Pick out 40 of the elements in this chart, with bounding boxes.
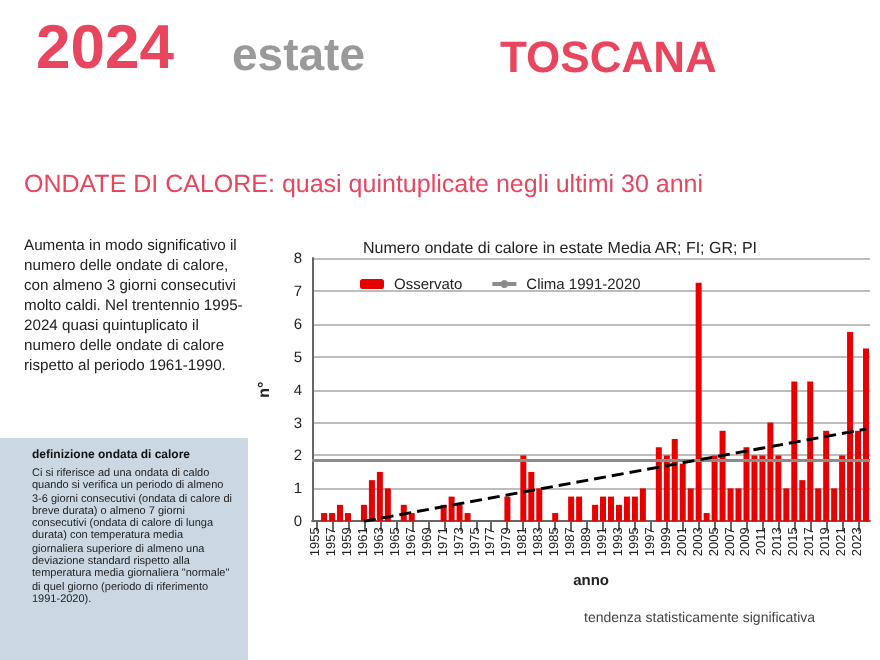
bar (321, 513, 328, 522)
bar (592, 504, 599, 522)
bar (520, 455, 527, 522)
bar (639, 488, 646, 522)
bar (456, 504, 463, 522)
bar (791, 381, 798, 522)
text: 2024 (36, 12, 174, 84)
bar (368, 480, 375, 522)
bar (623, 496, 630, 522)
y-axis-title: n° (255, 381, 273, 398)
chart-title: Numero ondate di calore in estate Media AR; FI; GR; PI (363, 239, 757, 257)
bar (376, 471, 383, 522)
bar (719, 430, 726, 522)
bar (600, 496, 607, 522)
bar (751, 455, 758, 522)
bar (807, 381, 814, 522)
bar (863, 348, 870, 522)
bar (504, 496, 511, 522)
bar (695, 282, 702, 522)
text: TOSCANA (500, 32, 717, 84)
bar (448, 496, 455, 522)
text: ONDATE DI CALORE: quasi quintuplicate negli ultimi 30 anni (24, 170, 704, 198)
bar (743, 447, 750, 522)
bar (631, 496, 638, 522)
bar (655, 447, 662, 522)
bar (615, 504, 622, 522)
bar (767, 422, 774, 522)
bar (337, 504, 344, 522)
bar (823, 430, 830, 522)
text: estate (232, 28, 365, 82)
bar (847, 332, 854, 522)
bar (607, 496, 614, 522)
bar (329, 513, 336, 522)
bar (408, 513, 415, 522)
bar (671, 439, 678, 522)
bar (576, 496, 583, 522)
bar (345, 513, 351, 522)
bar (568, 496, 575, 522)
bar (464, 513, 471, 522)
bar (552, 513, 559, 522)
